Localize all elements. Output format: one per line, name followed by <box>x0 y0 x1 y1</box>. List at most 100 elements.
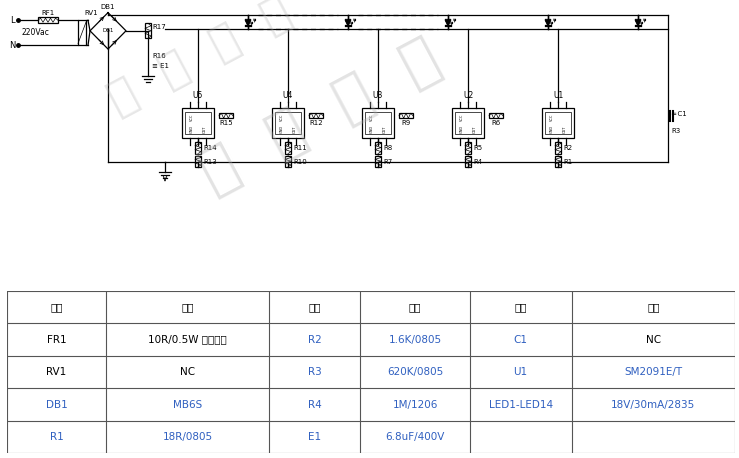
Text: U1: U1 <box>553 91 563 100</box>
Text: OUT: OUT <box>202 125 206 132</box>
Text: R6: R6 <box>491 120 500 126</box>
Text: ≡ E1: ≡ E1 <box>152 63 169 69</box>
Bar <box>285 156 291 167</box>
Bar <box>275 112 301 135</box>
Polygon shape <box>245 19 251 25</box>
Polygon shape <box>545 19 551 25</box>
Text: R13: R13 <box>203 159 217 165</box>
Text: R8: R8 <box>383 145 392 151</box>
Text: L: L <box>10 16 15 25</box>
Polygon shape <box>545 20 551 26</box>
Text: 参数: 参数 <box>181 302 194 312</box>
Polygon shape <box>345 20 351 26</box>
Text: 位号: 位号 <box>309 302 321 312</box>
Text: OUT: OUT <box>562 125 567 132</box>
Text: 6.8uF/400V: 6.8uF/400V <box>385 432 445 442</box>
Text: NC: NC <box>646 335 661 344</box>
Text: 10R/0.5W 绕线电阻: 10R/0.5W 绕线电阻 <box>149 335 227 344</box>
Text: R10: R10 <box>293 159 307 165</box>
Bar <box>78 20 86 45</box>
Text: R4: R4 <box>473 159 482 165</box>
Text: LED1-LED14: LED1-LED14 <box>488 400 553 409</box>
Bar <box>182 108 214 138</box>
Text: R4: R4 <box>308 400 321 409</box>
Bar <box>285 142 291 153</box>
Text: R1: R1 <box>50 432 64 442</box>
Bar <box>542 108 574 138</box>
Text: 18R/0805: 18R/0805 <box>163 432 213 442</box>
Text: R5: R5 <box>473 145 482 151</box>
Text: GND: GND <box>279 125 284 133</box>
Bar <box>399 113 413 118</box>
Bar <box>365 112 391 135</box>
Text: GND: GND <box>550 125 554 133</box>
Text: DB1: DB1 <box>102 28 114 33</box>
Text: OUT: OUT <box>383 125 386 132</box>
Polygon shape <box>245 20 251 26</box>
Text: R9: R9 <box>401 120 411 126</box>
Text: RV1: RV1 <box>47 367 67 377</box>
Text: R14: R14 <box>203 145 217 151</box>
Text: R12: R12 <box>309 120 323 126</box>
Bar <box>465 142 471 153</box>
Text: DB1: DB1 <box>46 400 67 409</box>
Text: R1: R1 <box>563 159 572 165</box>
Text: GND: GND <box>460 125 463 133</box>
Text: OUT: OUT <box>293 125 296 132</box>
Text: 620K/0805: 620K/0805 <box>387 367 443 377</box>
Text: 位号: 位号 <box>50 302 63 312</box>
Text: VCC: VCC <box>279 114 284 121</box>
Polygon shape <box>445 19 451 25</box>
Text: R2: R2 <box>563 145 572 151</box>
Bar <box>555 142 561 153</box>
Text: NC: NC <box>180 367 195 377</box>
Text: RF1: RF1 <box>41 10 55 16</box>
Text: U1: U1 <box>514 367 528 377</box>
Bar <box>145 23 151 38</box>
Text: OUT: OUT <box>472 125 477 132</box>
Text: ═ C1: ═ C1 <box>671 111 687 117</box>
Bar <box>185 112 211 135</box>
Text: VCC: VCC <box>370 114 373 121</box>
Text: U3: U3 <box>372 91 384 100</box>
Bar <box>375 156 381 167</box>
Text: VCC: VCC <box>189 114 194 121</box>
Text: MB6S: MB6S <box>173 400 202 409</box>
Bar <box>545 112 571 135</box>
Text: R15: R15 <box>219 120 233 126</box>
Text: GND: GND <box>370 125 373 133</box>
Text: R7: R7 <box>383 159 392 165</box>
Text: 220Vac: 220Vac <box>22 28 50 38</box>
Bar <box>489 113 503 118</box>
Bar <box>309 113 323 118</box>
Bar <box>375 142 381 153</box>
Text: 18V/30mA/2835: 18V/30mA/2835 <box>611 400 695 409</box>
Text: C1: C1 <box>514 335 528 344</box>
Text: 参数: 参数 <box>409 302 421 312</box>
Text: DB1: DB1 <box>101 4 115 10</box>
Text: U2: U2 <box>463 91 473 100</box>
Text: GND: GND <box>189 125 194 133</box>
Text: 位号: 位号 <box>514 302 527 312</box>
Text: 1.6K/0805: 1.6K/0805 <box>389 335 442 344</box>
Text: N: N <box>9 41 15 50</box>
Bar <box>455 112 481 135</box>
Polygon shape <box>445 20 451 26</box>
Text: 1M/1206: 1M/1206 <box>392 400 437 409</box>
Text: R3: R3 <box>671 128 681 134</box>
Text: R11: R11 <box>293 145 307 151</box>
Text: U4: U4 <box>283 91 293 100</box>
Bar <box>465 156 471 167</box>
Text: 钰  科  电  子: 钰 科 电 子 <box>101 0 299 121</box>
Text: FR1: FR1 <box>47 335 67 344</box>
Polygon shape <box>635 19 641 25</box>
Text: 参数: 参数 <box>647 302 660 312</box>
Polygon shape <box>345 19 351 25</box>
Bar <box>195 142 201 153</box>
Text: VCC: VCC <box>550 114 554 121</box>
Text: U5: U5 <box>193 91 203 100</box>
Bar <box>452 108 484 138</box>
Text: SM2091E/T: SM2091E/T <box>624 367 683 377</box>
Text: R16: R16 <box>152 53 166 59</box>
Bar <box>555 156 561 167</box>
